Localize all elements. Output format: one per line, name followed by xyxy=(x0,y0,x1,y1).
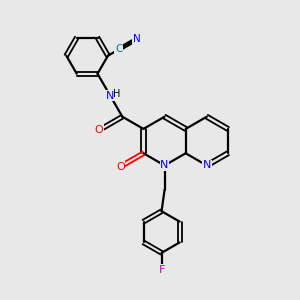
Text: N: N xyxy=(160,160,169,170)
Text: N: N xyxy=(133,34,141,44)
Text: F: F xyxy=(158,265,165,275)
Text: N: N xyxy=(106,91,114,100)
Text: O: O xyxy=(116,162,125,172)
Text: H: H xyxy=(113,89,120,99)
Text: C: C xyxy=(115,44,122,55)
Text: N: N xyxy=(202,160,211,170)
Text: O: O xyxy=(95,125,103,135)
